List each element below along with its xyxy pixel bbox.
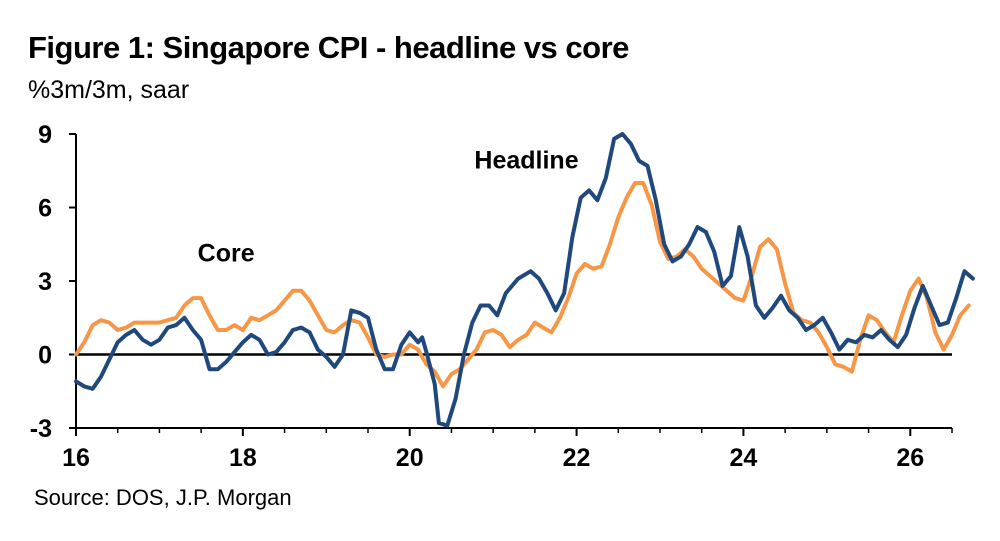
y-tick-label: 6 bbox=[38, 195, 52, 223]
annotation-headline: Headline bbox=[474, 146, 578, 174]
series-layer bbox=[74, 132, 975, 428]
x-tick-label: 24 bbox=[730, 444, 758, 472]
chart-axes: -3 0 3 6 9 16 18 20 22 24 26 bbox=[30, 121, 953, 472]
chart-subtitle: %3m/3m, saar bbox=[28, 76, 190, 104]
y-tick-label: -3 bbox=[30, 415, 52, 443]
series-line-core bbox=[74, 181, 971, 389]
y-tick-label: 9 bbox=[38, 121, 52, 149]
y-tick-label: 0 bbox=[38, 342, 52, 370]
annotation-layer: Headline Core bbox=[198, 146, 579, 267]
chart-title: Figure 1: Singapore CPI - headline vs co… bbox=[28, 30, 629, 65]
x-tick-label: 26 bbox=[896, 444, 924, 472]
x-tick-label: 20 bbox=[396, 444, 424, 472]
chart-source: Source: DOS, J.P. Morgan bbox=[34, 485, 292, 510]
y-tick-label: 3 bbox=[38, 268, 52, 296]
series-line-headline bbox=[74, 132, 975, 428]
x-tick-label: 18 bbox=[229, 444, 257, 472]
x-tick-label: 22 bbox=[563, 444, 591, 472]
x-tick-label: 16 bbox=[62, 444, 90, 472]
annotation-core: Core bbox=[198, 239, 255, 267]
